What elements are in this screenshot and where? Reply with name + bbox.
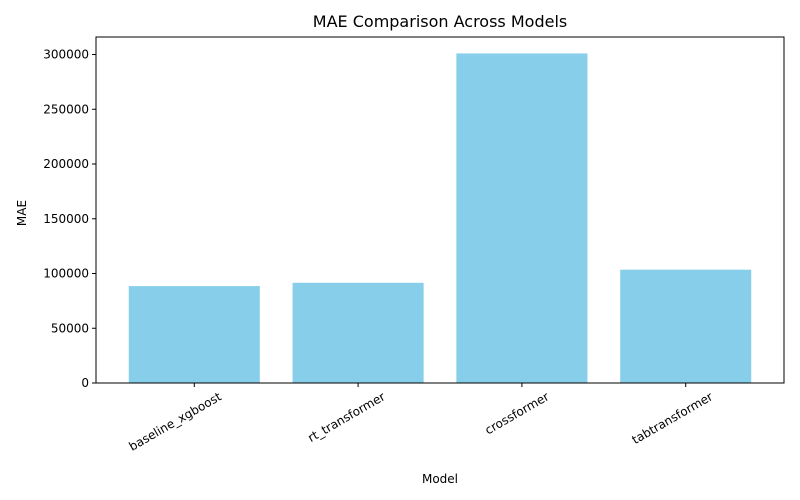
bar-baseline_xgboost: [128, 286, 260, 383]
y-axis-label: MAE: [15, 200, 29, 226]
x-tick-label-baseline_xgboost: baseline_xgboost: [127, 389, 225, 453]
y-tick-label: 250000: [43, 102, 89, 116]
y-tick-label: 50000: [51, 321, 89, 335]
plot-frame: [95, 36, 785, 384]
y-tick-label: 300000: [43, 48, 89, 62]
x-tick-label-crossformer: crossformer: [483, 389, 552, 437]
bar-crossformer: [456, 53, 588, 384]
x-tick-label-tabtransformer: tabtransformer: [630, 389, 716, 447]
y-tick-label: 100000: [43, 267, 89, 281]
bar-tabtransformer: [620, 269, 752, 383]
x-tick-label-rt_transformer: rt_transformer: [305, 389, 387, 445]
plot-area: 0 50000 100000 150000 200000 250000 300000 base…: [43, 48, 752, 454]
y-tick-label: 200000: [43, 157, 89, 171]
chart-title: MAE Comparison Across Models: [313, 12, 567, 31]
y-tick-label: 150000: [43, 212, 89, 226]
bar-rt_transformer: [292, 282, 424, 383]
x-axis-label: Model: [422, 472, 458, 486]
y-tick-label: 0: [81, 376, 89, 390]
